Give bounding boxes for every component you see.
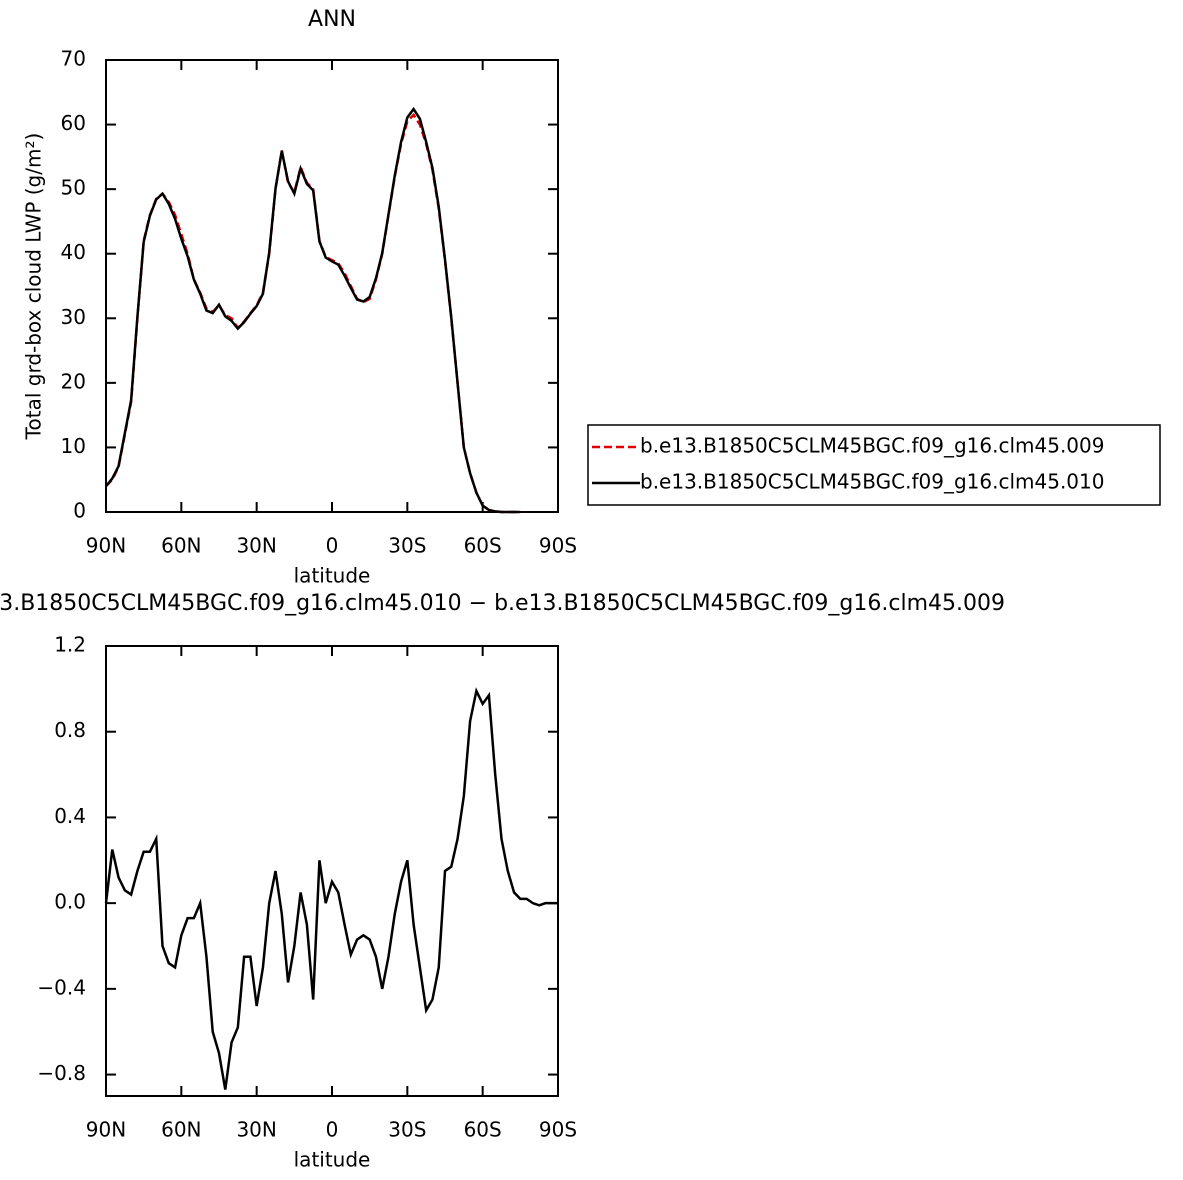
- legend-label: b.e13.B1850C5CLM45BGC.f09_g16.clm45.010: [640, 470, 1104, 494]
- y-tick-label: 1.2: [54, 633, 86, 657]
- x-tick-label: 90S: [539, 534, 577, 558]
- y-tick-label: 0.8: [54, 718, 86, 742]
- x-axis-label: latitude: [294, 1148, 371, 1172]
- y-tick-label: 40: [61, 240, 86, 264]
- y-tick-label: 0: [73, 499, 86, 523]
- data-line: [105, 112, 521, 514]
- y-tick-label: 10: [61, 434, 86, 458]
- y-tick-label: −0.4: [37, 975, 86, 999]
- legend-label: b.e13.B1850C5CLM45BGC.f09_g16.clm45.009: [640, 434, 1104, 458]
- chart-title: b.e13.B1850C5CLM45BGC.f09_g16.clm45.010 …: [0, 591, 1005, 616]
- x-tick-label: 60N: [161, 534, 201, 558]
- y-tick-label: −0.8: [37, 1061, 86, 1085]
- y-tick-label: 50: [61, 176, 86, 200]
- x-tick-label: 30S: [388, 1118, 426, 1142]
- y-axis-label: Total grd-box cloud LWP (g/m²): [22, 133, 46, 441]
- x-tick-label: 0: [326, 534, 339, 558]
- y-tick-label: 30: [61, 305, 86, 329]
- x-tick-label: 90S: [539, 1118, 577, 1142]
- x-tick-label: 60S: [464, 1118, 502, 1142]
- plot-frame: [105, 645, 559, 1097]
- legend-box: [587, 424, 1161, 506]
- plot-frame: [105, 59, 559, 513]
- y-tick-label: 60: [61, 111, 86, 135]
- x-tick-label: 90N: [86, 1118, 126, 1142]
- x-axis-label: latitude: [294, 564, 371, 588]
- x-tick-label: 30N: [236, 1118, 276, 1142]
- data-line: [105, 106, 521, 514]
- chart-title: ANN: [308, 7, 356, 32]
- x-tick-label: 30S: [388, 534, 426, 558]
- x-tick-label: 60S: [464, 534, 502, 558]
- x-tick-label: 30N: [236, 534, 276, 558]
- y-tick-label: 70: [61, 47, 86, 71]
- y-tick-label: 0.0: [54, 890, 86, 914]
- x-tick-label: 90N: [86, 534, 126, 558]
- x-tick-label: 0: [326, 1118, 339, 1142]
- y-tick-label: 0.4: [54, 804, 86, 828]
- data-line: [104, 687, 558, 1090]
- y-tick-label: 20: [61, 369, 86, 393]
- x-tick-label: 60N: [161, 1118, 201, 1142]
